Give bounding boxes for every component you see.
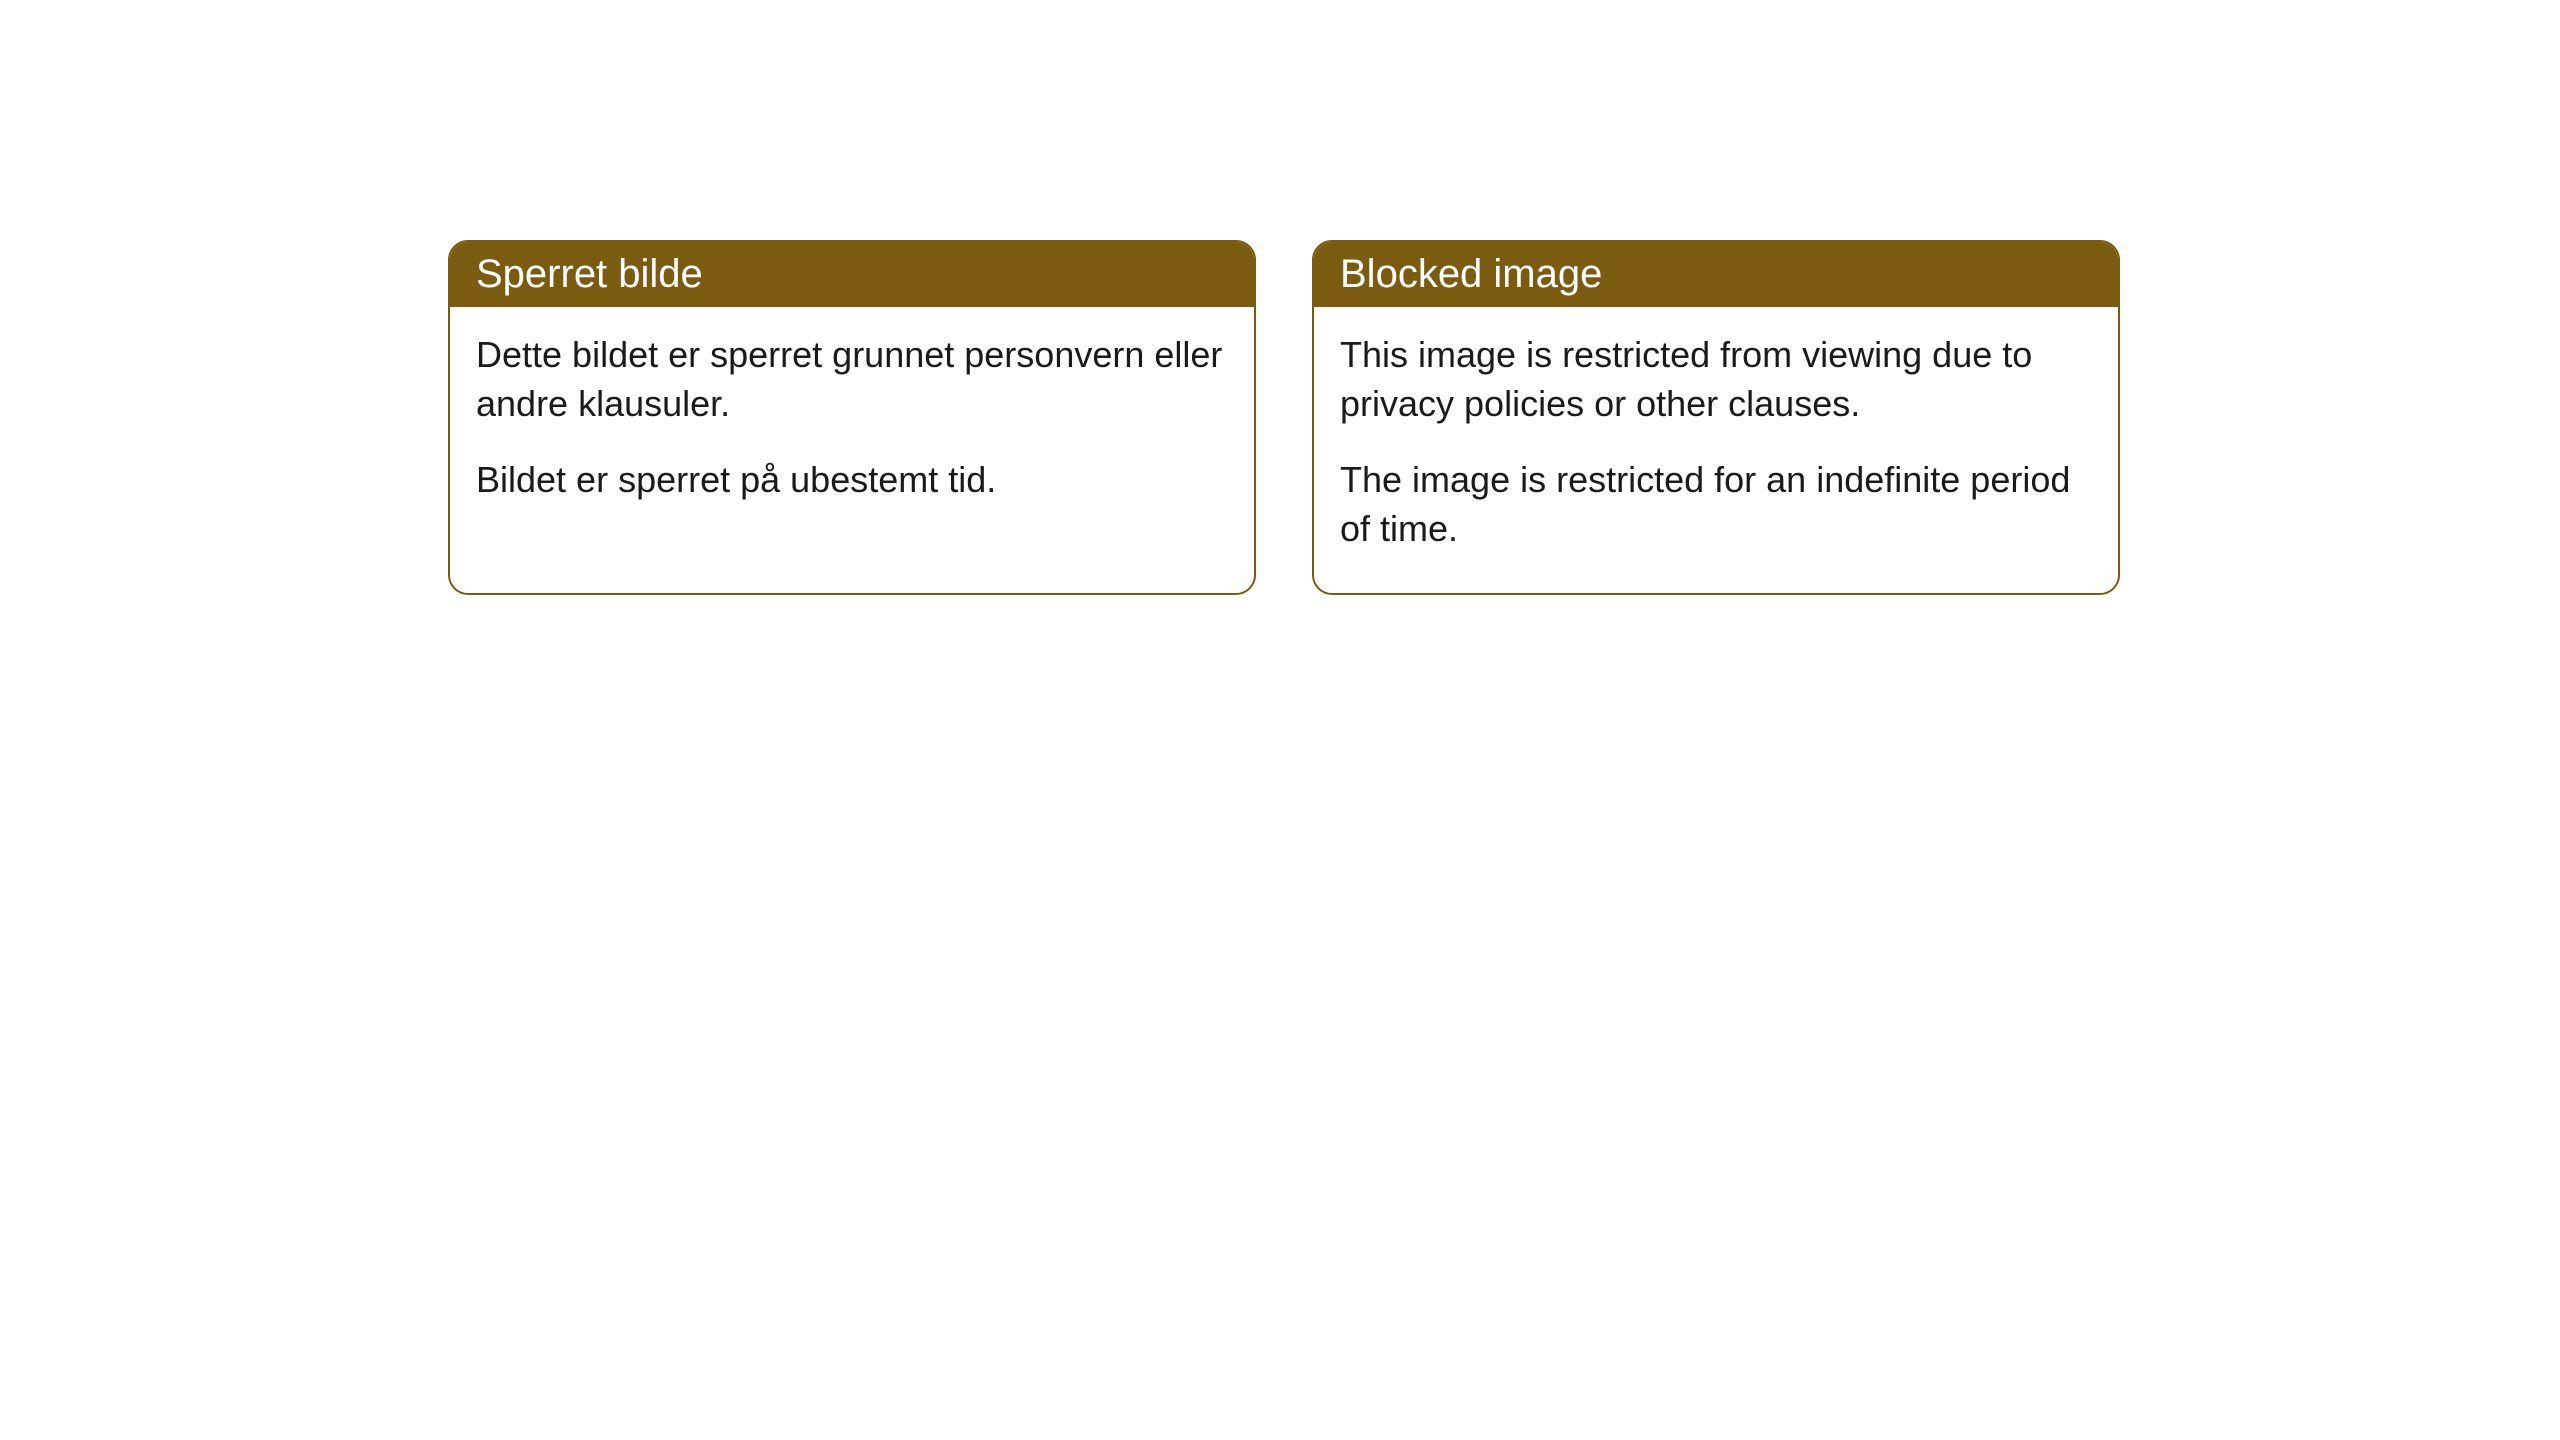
card-body: This image is restricted from viewing du… xyxy=(1314,307,2118,593)
notice-card-english: Blocked image This image is restricted f… xyxy=(1312,240,2120,595)
card-title: Blocked image xyxy=(1340,252,1602,296)
card-title: Sperret bilde xyxy=(476,252,703,296)
card-body: Dette bildet er sperret grunnet personve… xyxy=(450,307,1254,545)
card-paragraph-1: This image is restricted from viewing du… xyxy=(1340,331,2092,428)
card-paragraph-2: The image is restricted for an indefinit… xyxy=(1340,456,2092,553)
card-header: Blocked image xyxy=(1314,242,2118,307)
notice-card-norwegian: Sperret bilde Dette bildet er sperret gr… xyxy=(448,240,1256,595)
card-paragraph-2: Bildet er sperret på ubestemt tid. xyxy=(476,456,1228,505)
notice-cards-container: Sperret bilde Dette bildet er sperret gr… xyxy=(448,240,2560,595)
card-header: Sperret bilde xyxy=(450,242,1254,307)
card-paragraph-1: Dette bildet er sperret grunnet personve… xyxy=(476,331,1228,428)
